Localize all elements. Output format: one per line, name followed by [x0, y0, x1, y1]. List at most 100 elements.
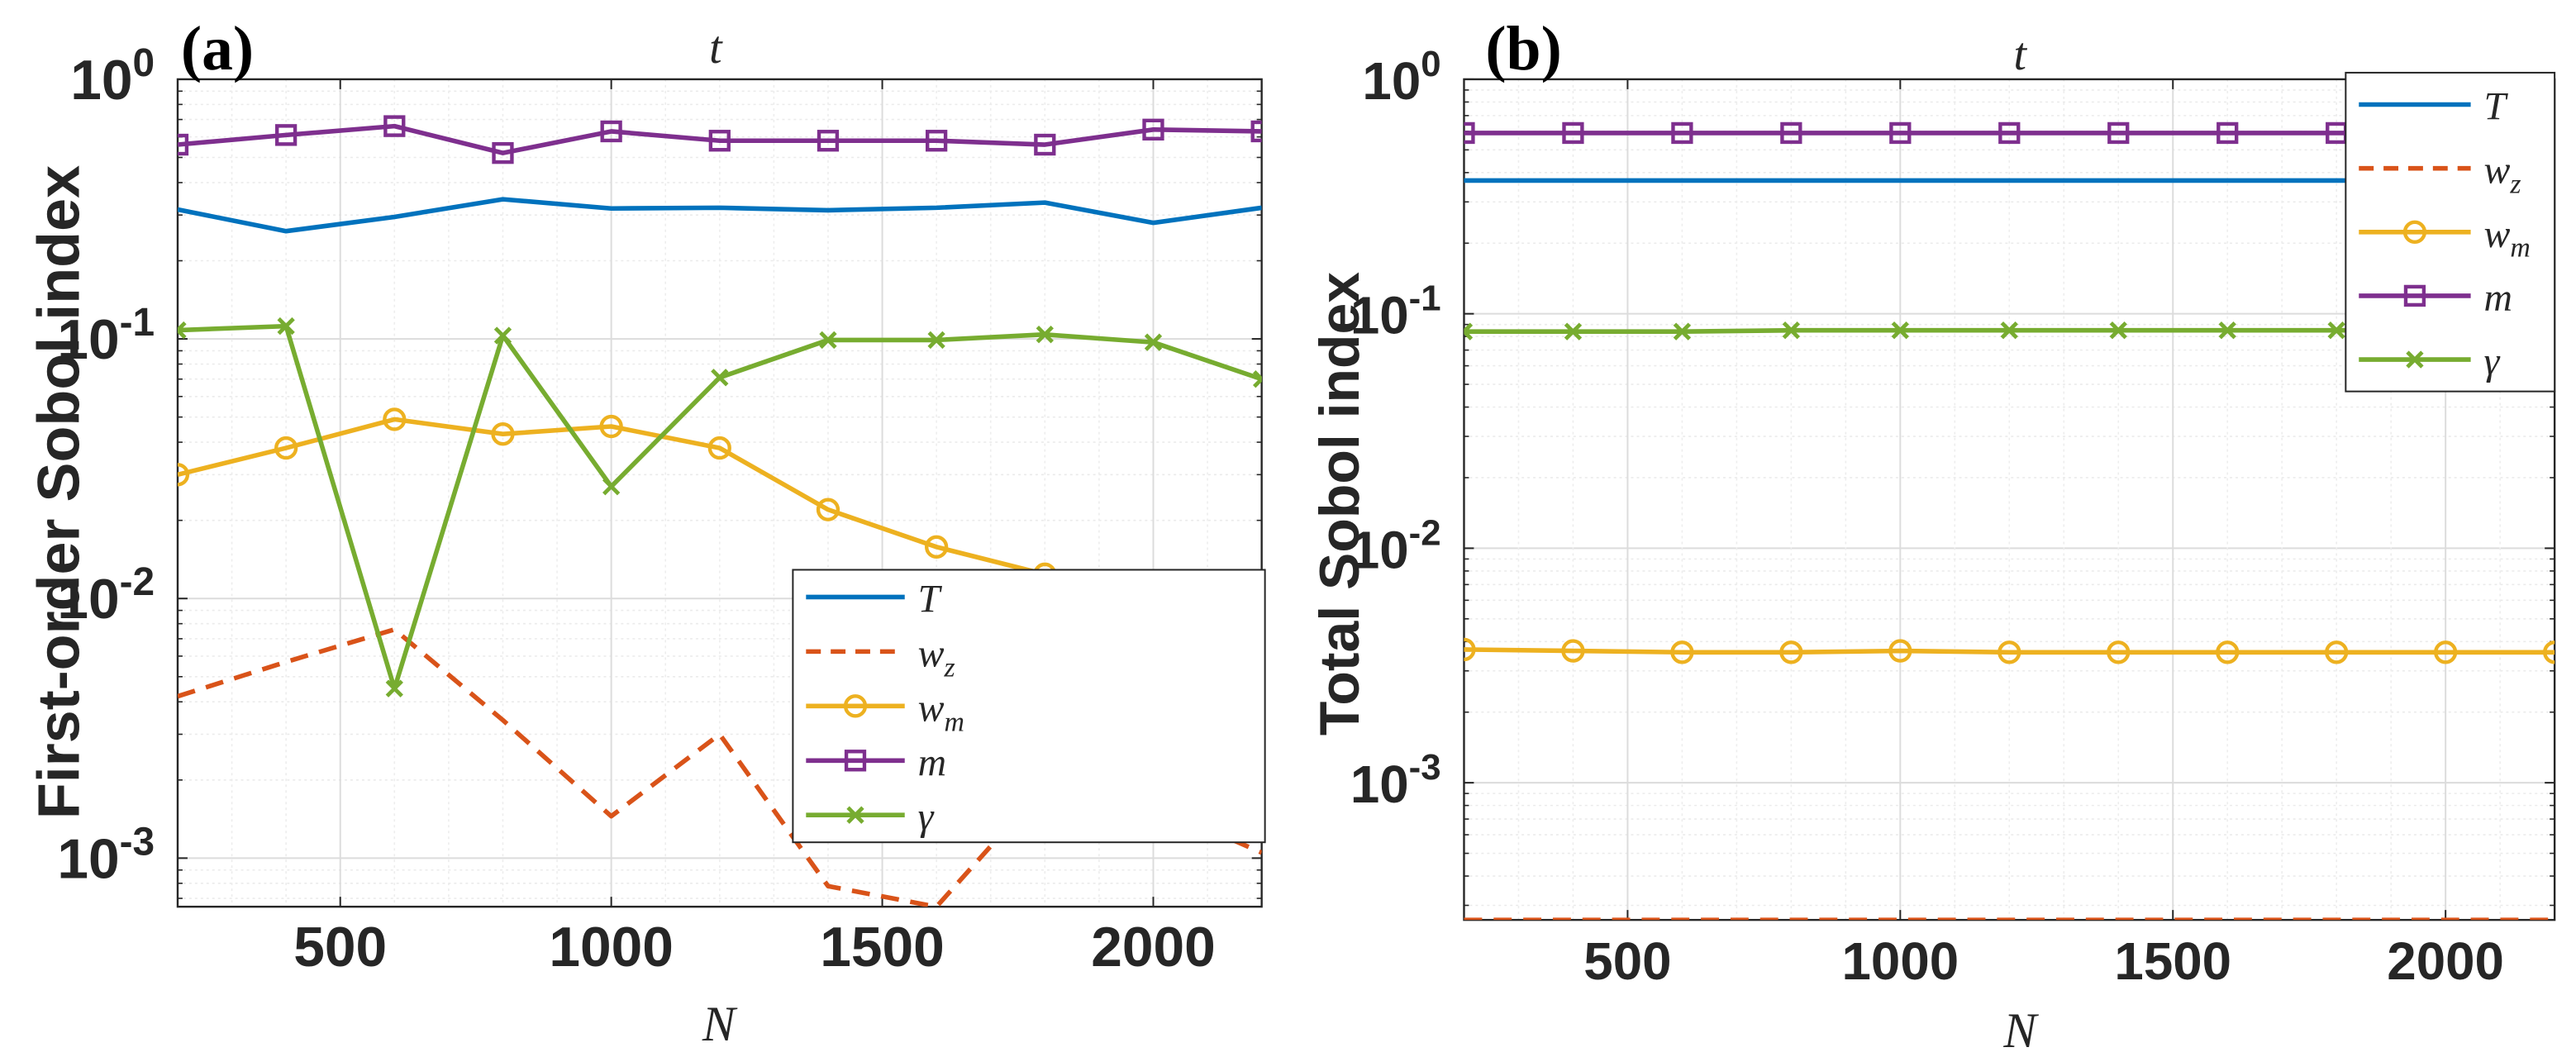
x-tick-label: 500 — [293, 917, 387, 978]
point-m — [2217, 121, 2239, 145]
point-wm — [1670, 640, 1694, 664]
y-axis: 100 10-1 10-2 10-3 — [57, 41, 1262, 899]
point-m — [492, 141, 514, 164]
legend-label: wm — [918, 686, 964, 737]
axes-box — [176, 78, 1263, 908]
legend-entry-wm: wm — [806, 686, 964, 737]
series-line-wz — [177, 626, 1262, 907]
legend-entry-gamma: γ — [2359, 340, 2500, 383]
point-wm — [2434, 640, 2458, 664]
point-m — [1780, 121, 1802, 145]
point-gamma — [1891, 321, 1909, 340]
point-wm — [1997, 640, 2021, 664]
point-wm — [2107, 640, 2131, 664]
point-gamma — [2218, 321, 2236, 340]
point-wm — [274, 436, 298, 460]
x-tick-label: 1000 — [1841, 931, 1959, 991]
legend-entry-m: m — [806, 740, 946, 784]
legend-marker — [2406, 350, 2424, 369]
legend-entry-m: m — [2359, 276, 2512, 320]
point-m — [1889, 121, 1912, 145]
point-gamma — [1036, 326, 1054, 344]
point-wm — [1561, 639, 1585, 663]
legend-marker — [843, 694, 868, 718]
legend: Twz wm mγ — [2345, 71, 2556, 393]
point-wm — [1464, 637, 1476, 662]
series-line-wm — [1464, 647, 2555, 655]
chart-title: t — [709, 22, 723, 74]
y-tick-label: 10-1 — [1350, 279, 1441, 345]
point-m — [1562, 121, 1584, 145]
legend-label: T — [2484, 84, 2509, 128]
point-gamma — [602, 478, 621, 496]
point-m — [274, 124, 298, 146]
figure-scaled-root: 500 1000 1500 200010010-110-210-3First-orde… — [26, 14, 2556, 1057]
x-tick-label: 2000 — [1091, 917, 1216, 978]
point-wm — [599, 414, 623, 439]
y-tick-label: 10-2 — [57, 560, 155, 631]
point-gamma — [1782, 321, 1801, 340]
point-gamma — [1144, 333, 1163, 351]
point-gamma — [2109, 321, 2127, 340]
point-gamma — [819, 331, 837, 350]
legend-label: wz — [2484, 149, 2521, 200]
series-line-m — [177, 123, 1262, 155]
x-tick-label: 1000 — [549, 917, 674, 978]
point-m — [1464, 121, 1475, 145]
point-gamma — [1253, 370, 1262, 388]
point-wm — [2216, 640, 2240, 664]
point-wm — [177, 463, 190, 487]
legend-label: wz — [918, 631, 955, 683]
point-m — [1142, 118, 1164, 141]
legend-entry-wm: wm — [2359, 212, 2531, 264]
legend-entry-wz: wz — [806, 631, 955, 683]
point-m — [817, 130, 840, 152]
point-m — [1671, 121, 1693, 145]
point-gamma — [711, 369, 729, 387]
legend-label: wm — [2484, 212, 2531, 264]
x-tick-label: 1500 — [820, 917, 945, 978]
point-gamma — [177, 321, 187, 340]
panel-label: (a) — [181, 14, 254, 83]
x-tick-label: 500 — [1583, 931, 1671, 991]
legend-entry-wz: wz — [2359, 149, 2521, 200]
x-axis: 500 1000 1500 2000 — [1583, 79, 2504, 991]
point-m — [708, 130, 731, 152]
point-gamma — [2000, 321, 2018, 340]
point-m — [2107, 121, 2130, 145]
y-axis-label: First-order Sobol index — [26, 165, 93, 819]
legend-label: T — [918, 577, 943, 621]
legend-marker — [844, 750, 867, 772]
x-axis-label: N — [2002, 1003, 2039, 1057]
legend-entry-T: T — [806, 577, 943, 621]
point-wm — [925, 535, 949, 559]
x-tick-label: 1500 — [2114, 931, 2231, 991]
panel-label: (b) — [1485, 14, 1561, 83]
point-wm — [383, 407, 407, 431]
y-axis-label: Total Sobol index — [1309, 272, 1371, 736]
x-axis-label: N — [702, 997, 738, 1051]
point-m — [383, 115, 406, 137]
legend-label: γ — [2484, 340, 2501, 383]
point-wm — [816, 498, 840, 521]
legend-label: γ — [918, 795, 935, 839]
point-m — [1998, 121, 2021, 145]
point-m — [1250, 120, 1262, 143]
legend-marker — [2402, 220, 2427, 244]
point-gamma — [1464, 322, 1474, 340]
y-tick-label: 100 — [1362, 44, 1440, 111]
point-wm — [491, 422, 515, 446]
series-line-T — [177, 197, 1262, 234]
point-gamma — [385, 679, 403, 698]
point-gamma — [1673, 322, 1692, 340]
legend-label: m — [918, 740, 947, 784]
chart-title: t — [2013, 29, 2027, 80]
point-wm — [2542, 640, 2555, 664]
panel-a: 500 1000 1500 2000 100 10-1 10-2 10-3First-orde… — [26, 14, 1266, 1051]
legend-label: m — [2484, 276, 2513, 320]
point-wm — [2325, 640, 2349, 664]
y-tick-label: 10-3 — [1350, 747, 1441, 814]
y-tick-label: 10-3 — [57, 820, 155, 890]
